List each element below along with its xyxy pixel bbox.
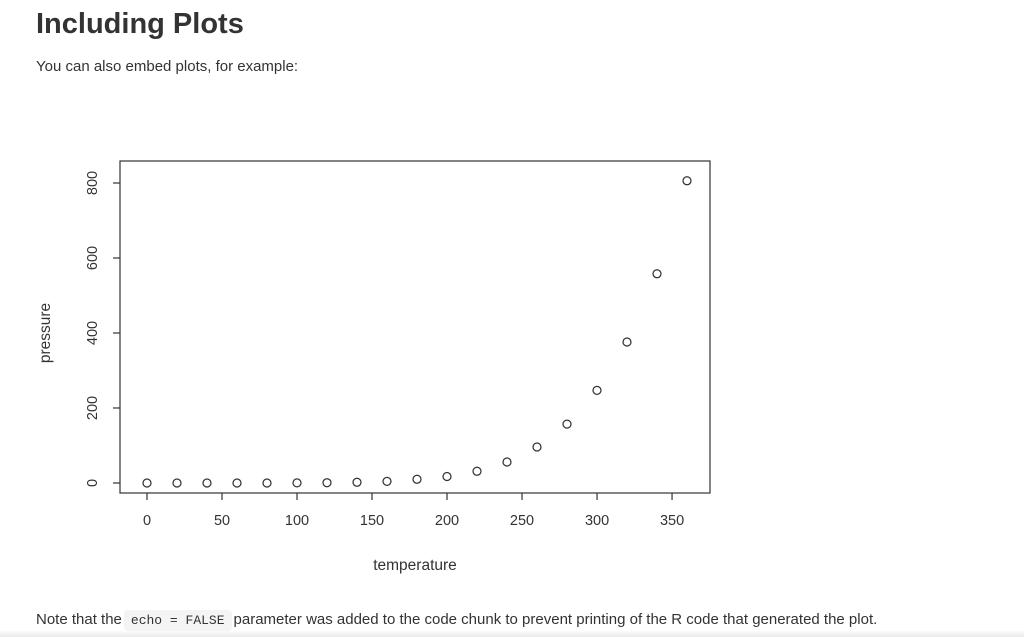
data-point xyxy=(352,477,362,487)
x-axis-tick-label: 300 xyxy=(585,513,609,529)
data-point xyxy=(562,419,572,429)
x-axis-tick-label: 100 xyxy=(285,513,309,529)
data-point xyxy=(172,478,182,488)
embedded-plot-figure: 0 50 100 150 200 250 300 350 0 200 400 600 800 temper… xyxy=(0,130,760,590)
data-point xyxy=(412,474,422,484)
x-axis-tick-label: 250 xyxy=(510,513,534,529)
data-point xyxy=(532,442,542,452)
note-paragraph: Note that the echo = FALSE parameter was a… xyxy=(36,610,877,631)
inline-code-echo-false: echo = FALSE xyxy=(123,610,232,631)
data-point xyxy=(232,478,242,488)
data-point xyxy=(262,478,272,488)
y-axis-tick-label: 0 xyxy=(85,479,101,487)
data-point xyxy=(442,471,452,482)
data-point xyxy=(472,466,482,476)
y-axis-tick-label: 800 xyxy=(85,171,101,195)
x-axis-tick-label: 350 xyxy=(660,513,684,529)
y-axis-tick-label: 200 xyxy=(85,396,101,420)
x-axis-tick-label: 150 xyxy=(360,513,384,529)
data-point xyxy=(322,478,332,488)
page-bottom-edge xyxy=(0,631,1024,637)
note-prefix: Note that the xyxy=(36,611,122,628)
data-point xyxy=(142,478,152,488)
y-axis-tick-label: 400 xyxy=(85,321,101,345)
data-point xyxy=(292,478,302,488)
x-axis-tick-label: 200 xyxy=(435,513,459,529)
note-suffix: parameter was added to the code chunk to… xyxy=(233,611,878,628)
y-axis-tick-label: 600 xyxy=(85,246,101,270)
section-heading: Including Plots xyxy=(36,8,244,40)
data-point xyxy=(592,385,602,396)
intro-paragraph: You can also embed plots, for example: xyxy=(36,58,299,75)
plot-box xyxy=(119,160,711,494)
data-point xyxy=(502,457,512,467)
data-point xyxy=(622,337,632,347)
data-point xyxy=(202,478,212,488)
x-axis-title: temperature xyxy=(373,557,457,574)
x-axis-tick-label: 0 xyxy=(143,513,151,529)
data-point xyxy=(682,176,692,186)
x-axis-tick-label: 50 xyxy=(214,513,230,529)
y-axis-title: pressure xyxy=(37,303,54,363)
data-point xyxy=(652,269,662,279)
pressure-scatter-plot: 0 50 100 150 200 250 300 350 0 200 400 600 800 temper… xyxy=(37,160,711,574)
data-point xyxy=(382,476,392,487)
